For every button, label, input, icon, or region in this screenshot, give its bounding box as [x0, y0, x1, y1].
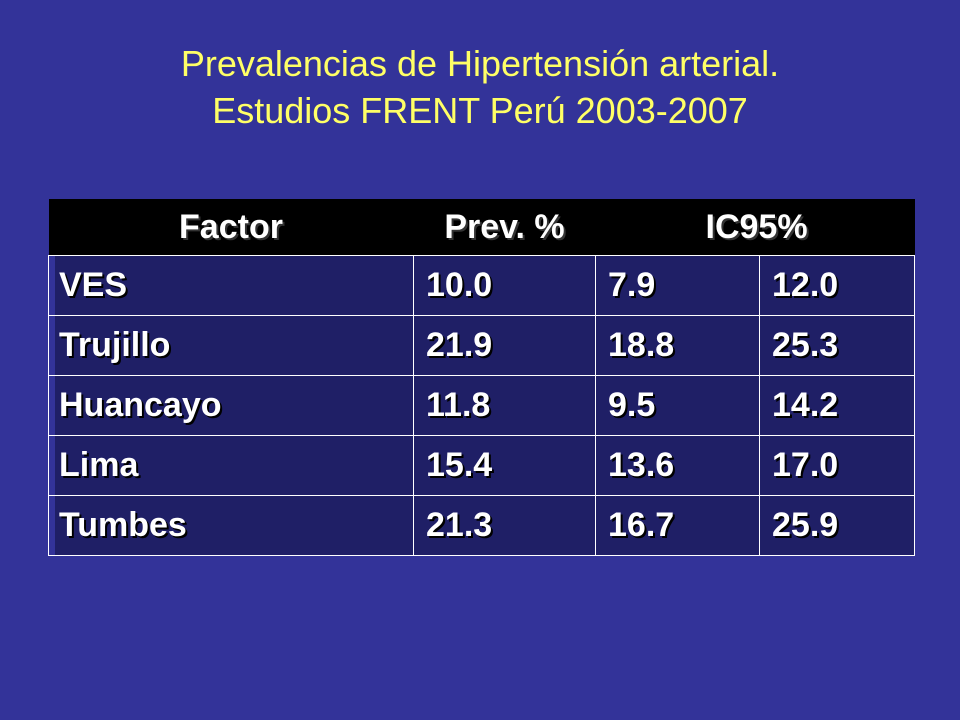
cell-factor: Trujillo — [48, 315, 414, 376]
cell-ic-high: 12.0 — [759, 255, 915, 316]
cell-ic-low: 7.9 — [595, 255, 760, 316]
cell-factor: Tumbes — [48, 495, 414, 556]
header-factor: Factor — [48, 199, 414, 256]
table-row: Tumbes 21.3 16.7 25.9 — [48, 495, 915, 556]
cell-ic-high: 25.9 — [759, 495, 915, 556]
cell-factor: Huancayo — [48, 375, 414, 436]
cell-factor: Lima — [48, 435, 414, 496]
cell-ic-high: 17.0 — [759, 435, 915, 496]
header-prev: Prev. % — [413, 199, 596, 256]
table-row: Huancayo 11.8 9.5 14.2 — [48, 375, 915, 436]
table-header-row: Factor Prev. % IC95% — [48, 199, 915, 256]
table-row: Trujillo 21.9 18.8 25.3 — [48, 315, 915, 376]
cell-prev: 15.4 — [413, 435, 596, 496]
title-line-2: Estudios FRENT Perú 2003-2007 — [212, 90, 748, 131]
cell-ic-high: 14.2 — [759, 375, 915, 436]
cell-ic-low: 13.6 — [595, 435, 760, 496]
cell-ic-low: 18.8 — [595, 315, 760, 376]
header-ic95: IC95% — [595, 199, 915, 256]
table-row: VES 10.0 7.9 12.0 — [48, 255, 915, 316]
cell-prev: 21.3 — [413, 495, 596, 556]
cell-prev: 21.9 — [413, 315, 596, 376]
prevalence-table: Factor Prev. % IC95% VES 10.0 7.9 12.0 T… — [48, 199, 915, 556]
cell-ic-high: 25.3 — [759, 315, 915, 376]
cell-prev: 11.8 — [413, 375, 596, 436]
title-line-1: Prevalencias de Hipertensión arterial. — [180, 43, 780, 84]
cell-factor: VES — [48, 255, 414, 316]
cell-ic-low: 16.7 — [595, 495, 760, 556]
table-row: Lima 15.4 13.6 17.0 — [48, 435, 915, 496]
cell-ic-low: 9.5 — [595, 375, 760, 436]
cell-prev: 10.0 — [413, 255, 596, 316]
slide-title: Prevalencias de Hipertensión arterial. E… — [0, 40, 960, 134]
